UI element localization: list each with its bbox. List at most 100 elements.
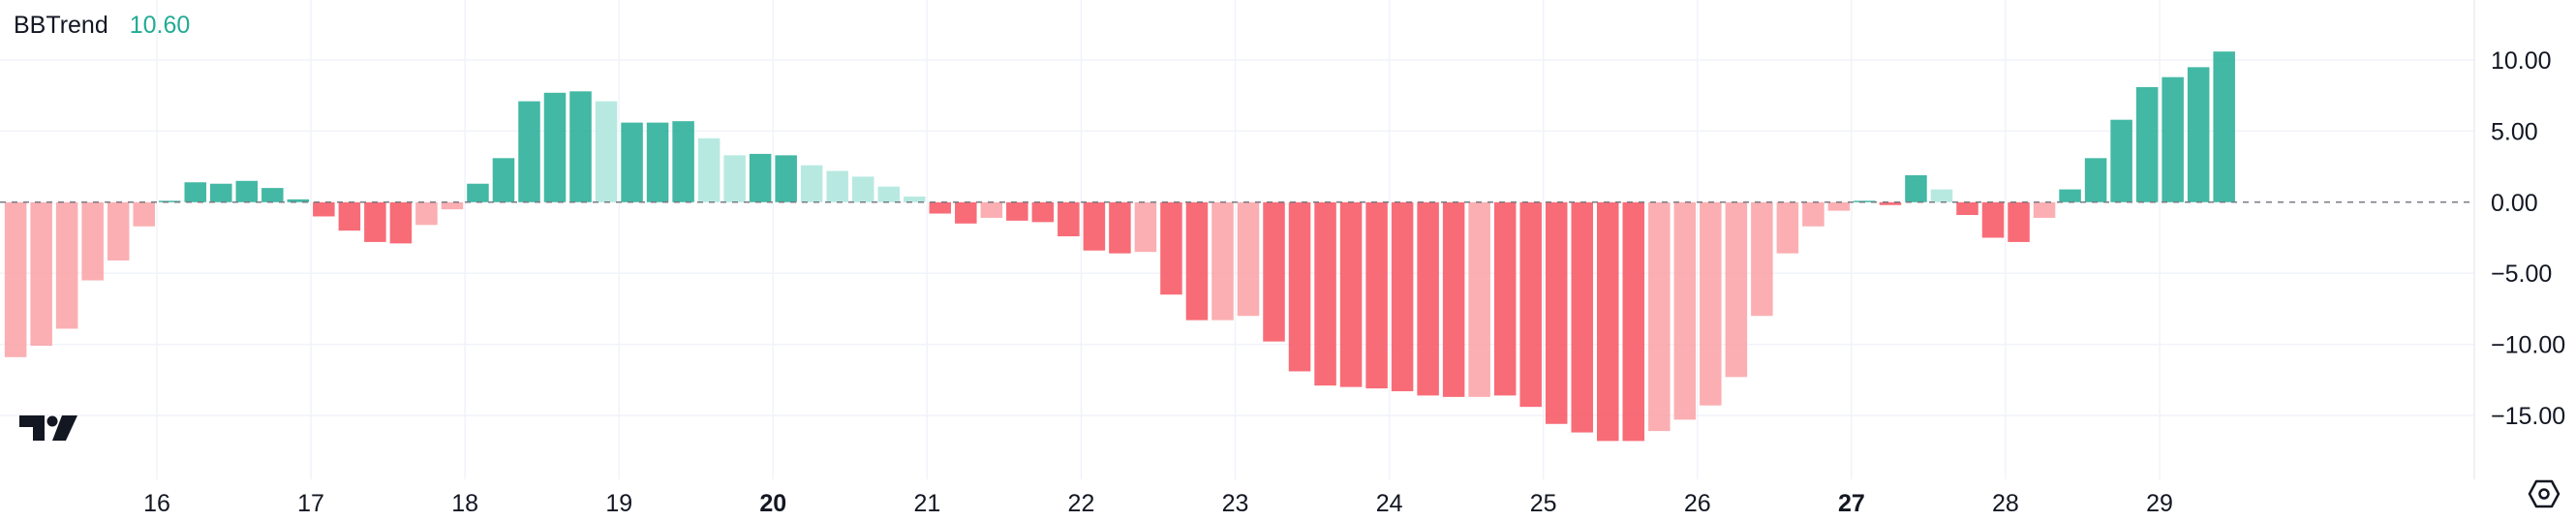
histogram-bar xyxy=(1185,201,1209,321)
histogram-bar xyxy=(30,201,52,347)
histogram-bar xyxy=(723,155,746,202)
histogram-bar xyxy=(800,165,823,202)
x-axis: 16 17 18 19 20 21 22 23 24 25 26 27 28 29 xyxy=(143,490,2173,517)
y-tick-label: 5.00 xyxy=(2491,118,2538,145)
hexagon-settings-icon[interactable] xyxy=(2528,477,2561,515)
histogram-bar xyxy=(2084,158,2107,202)
histogram-bar xyxy=(1622,201,1645,442)
x-tick-label: 18 xyxy=(451,490,478,517)
histogram-bar xyxy=(2110,119,2132,202)
histogram-bar xyxy=(158,200,181,202)
histogram-bar xyxy=(1493,201,1517,396)
histogram-bar xyxy=(2187,67,2210,202)
histogram-bar xyxy=(1700,201,1722,406)
histogram-bar xyxy=(1288,201,1311,372)
x-tick-label: 24 xyxy=(1376,490,1403,517)
histogram-bar xyxy=(4,201,27,357)
histogram-bar xyxy=(595,101,618,202)
x-tick-label: 29 xyxy=(2146,490,2173,517)
histogram-bar xyxy=(1827,201,1851,211)
histogram-bar xyxy=(904,196,926,202)
x-tick-label: 21 xyxy=(913,490,940,517)
histogram-bar xyxy=(826,170,848,202)
histogram-bar xyxy=(1314,201,1336,386)
histogram-bar xyxy=(1417,201,1439,396)
histogram-bar xyxy=(389,201,413,244)
x-tick-label: 22 xyxy=(1068,490,1095,517)
histogram-bar xyxy=(338,201,361,231)
histogram-bar xyxy=(2162,77,2184,202)
histogram-bar xyxy=(1519,201,1542,408)
indicator-legend[interactable]: BBTrend 10.60 xyxy=(14,12,190,40)
x-tick-label: 16 xyxy=(143,490,170,517)
histogram-bar xyxy=(621,122,643,202)
y-tick-label: −10.00 xyxy=(2491,332,2565,359)
histogram-bar xyxy=(672,121,694,202)
histogram-bar xyxy=(1751,201,1773,317)
indicator-name[interactable]: BBTrend xyxy=(14,12,108,39)
x-tick-label: 20 xyxy=(759,490,786,517)
indicator-value: 10.60 xyxy=(129,12,191,39)
histogram-bar xyxy=(1879,201,1902,205)
histogram-bar xyxy=(55,201,78,329)
histogram-bar xyxy=(1109,201,1131,254)
x-tick-label: 19 xyxy=(605,490,632,517)
histogram-bar xyxy=(1648,201,1671,432)
histogram-bar xyxy=(415,201,438,226)
histogram-bar xyxy=(1031,201,1055,223)
histogram-bar xyxy=(1006,201,1028,221)
histogram-bars xyxy=(4,51,2235,442)
tradingview-logo-icon[interactable] xyxy=(19,414,83,447)
histogram-bar xyxy=(1905,174,1927,202)
x-tick-label: 17 xyxy=(297,490,324,517)
y-tick-label: −5.00 xyxy=(2491,260,2552,288)
histogram-bar xyxy=(1263,201,1285,342)
histogram-bar xyxy=(2033,201,2056,218)
histogram-bar xyxy=(1802,201,1825,227)
y-tick-label: 0.00 xyxy=(2491,190,2538,217)
histogram-bar xyxy=(697,138,721,202)
histogram-bar xyxy=(2008,201,2030,242)
histogram-bar xyxy=(1468,201,1490,397)
histogram-bar xyxy=(261,188,284,202)
histogram-bar xyxy=(980,201,1003,218)
y-tick-label: −15.00 xyxy=(2491,403,2565,430)
x-tick-label: 25 xyxy=(1530,490,1557,517)
x-tick-label: 27 xyxy=(1838,490,1865,517)
histogram-bar xyxy=(851,176,874,202)
histogram-bar xyxy=(749,153,772,202)
histogram-bar xyxy=(1058,201,1080,237)
histogram-bar xyxy=(1442,201,1465,397)
histogram-bar xyxy=(1339,201,1363,387)
histogram-bar xyxy=(441,201,464,210)
histogram-bar xyxy=(1083,201,1106,251)
histogram-bar xyxy=(1160,201,1182,295)
histogram-bar xyxy=(492,158,515,202)
histogram-bar xyxy=(2059,189,2081,202)
histogram-bar xyxy=(133,201,155,227)
histogram-bar xyxy=(646,122,669,202)
histogram-bar xyxy=(1365,201,1388,389)
histogram-bar xyxy=(210,183,232,202)
histogram-bar xyxy=(1930,189,1953,202)
grid-lines xyxy=(0,0,2475,479)
histogram-bar xyxy=(1134,201,1157,253)
histogram-bar xyxy=(1725,201,1748,378)
histogram-bar xyxy=(313,201,335,217)
histogram-bar xyxy=(184,182,207,202)
histogram-bar xyxy=(1596,201,1619,442)
histogram-bar xyxy=(1956,201,1978,216)
histogram-bar xyxy=(775,155,797,202)
histogram-bar xyxy=(543,92,567,202)
histogram-bar xyxy=(1545,201,1568,424)
x-tick-label: 26 xyxy=(1684,490,1711,517)
y-tick-label: 10.00 xyxy=(2491,47,2552,75)
histogram-bar xyxy=(107,201,130,260)
x-tick-label: 23 xyxy=(1222,490,1249,517)
histogram-bar xyxy=(287,199,310,202)
histogram-bar xyxy=(467,183,489,202)
histogram-bar xyxy=(1237,201,1260,317)
histogram-bar xyxy=(929,201,952,214)
histogram-bar xyxy=(1391,201,1414,392)
